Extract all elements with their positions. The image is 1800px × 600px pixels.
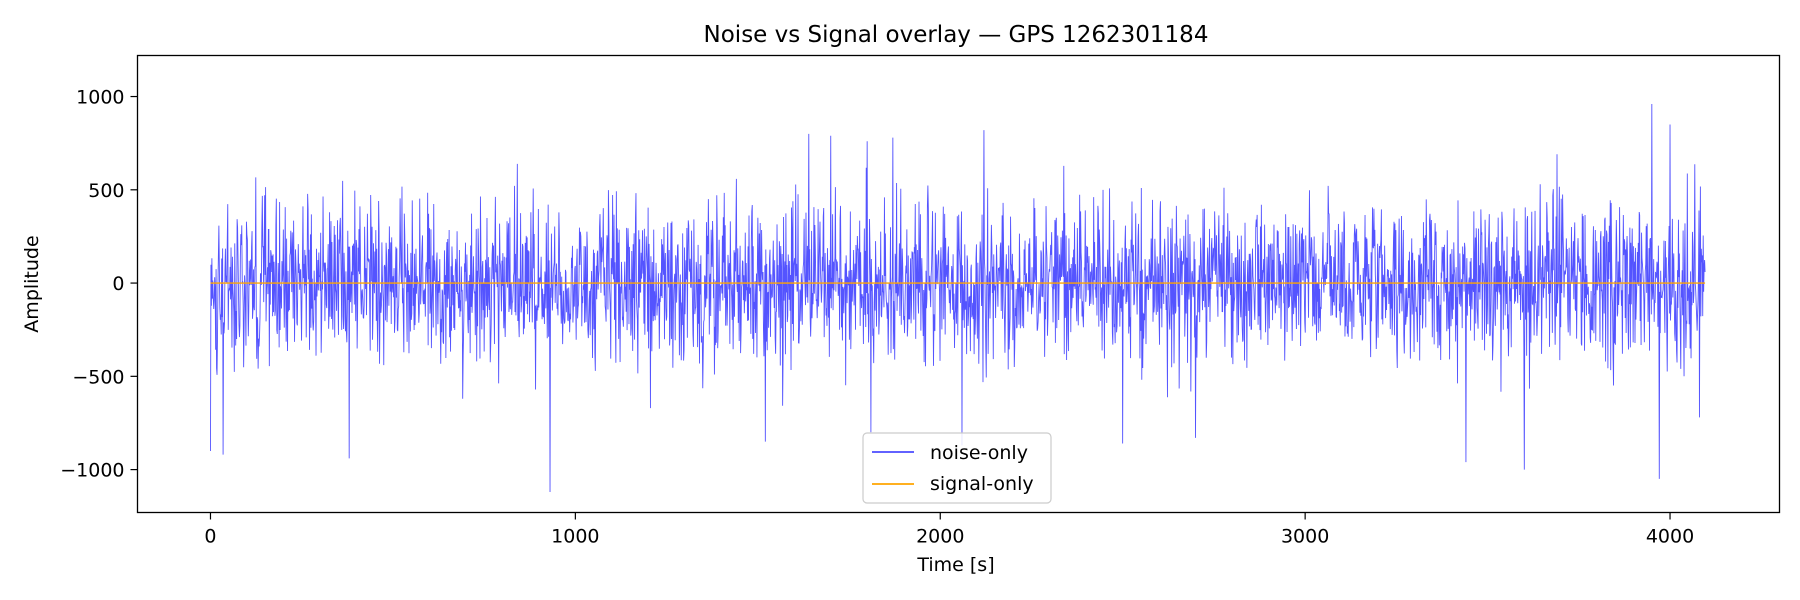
legend-label-noise-only: noise-only bbox=[930, 442, 1028, 464]
plot-area bbox=[210, 103, 1706, 492]
x-tick-label: 0 bbox=[204, 526, 216, 548]
x-tick-label: 4000 bbox=[1646, 526, 1694, 548]
y-axis: 1000 500 0 −500 −1000 bbox=[60, 87, 138, 482]
legend-label-signal-only: signal-only bbox=[930, 473, 1034, 495]
chart-title: Noise vs Signal overlay — GPS 1262301184 bbox=[704, 22, 1209, 48]
y-tick-label: 1000 bbox=[76, 87, 124, 109]
x-tick-label: 2000 bbox=[916, 526, 964, 548]
y-tick-label: 0 bbox=[112, 273, 124, 295]
series-line-noise-only bbox=[210, 103, 1706, 492]
x-tick-label: 3000 bbox=[1281, 526, 1329, 548]
legend-box bbox=[862, 432, 1052, 504]
y-tick-label: 500 bbox=[88, 180, 124, 202]
y-axis-label: Amplitude bbox=[21, 235, 43, 332]
y-tick-label: −1000 bbox=[60, 460, 124, 482]
x-axis-label: Time [s] bbox=[916, 554, 994, 576]
x-tick-label: 1000 bbox=[551, 526, 599, 548]
y-tick-label: −500 bbox=[72, 366, 124, 388]
plot-frame bbox=[136, 54, 1781, 514]
legend: noise-only signal-only bbox=[862, 432, 1052, 504]
x-axis: 0 1000 2000 3000 4000 bbox=[204, 512, 1694, 548]
